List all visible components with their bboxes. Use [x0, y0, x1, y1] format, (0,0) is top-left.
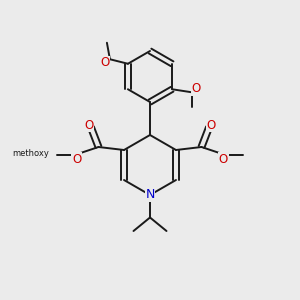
- Text: O: O: [191, 82, 201, 95]
- Text: O: O: [84, 118, 93, 132]
- Text: methoxy: methoxy: [12, 149, 49, 158]
- Text: O: O: [72, 153, 81, 166]
- Text: O: O: [219, 153, 228, 166]
- Text: O: O: [100, 56, 109, 69]
- Text: O: O: [207, 118, 216, 132]
- Text: N: N: [145, 188, 155, 202]
